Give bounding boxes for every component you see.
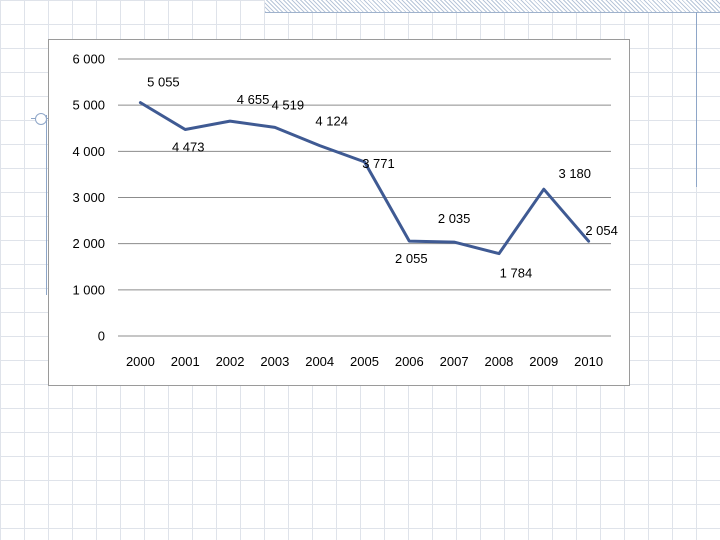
data-label: 4 519 xyxy=(272,97,305,112)
data-label: 4 473 xyxy=(172,139,205,154)
y-tick-label: 5 000 xyxy=(72,98,105,113)
data-label: 1 784 xyxy=(500,266,533,281)
x-tick-label: 2005 xyxy=(350,354,379,369)
x-tick-label: 2006 xyxy=(395,354,424,369)
chart-canvas: 0 1 000 2 000 3 000 4 000 5 000 6 000 2000 2001… xyxy=(72,52,618,370)
x-tick-label: 2001 xyxy=(171,354,200,369)
data-label: 3 180 xyxy=(558,166,591,181)
data-label: 2 054 xyxy=(585,223,618,238)
data-label: 4 655 xyxy=(237,92,270,107)
y-tick-label: 4 000 xyxy=(72,144,105,159)
y-axis-tick-labels: 0 1 000 2 000 3 000 4 000 5 000 6 000 xyxy=(72,52,105,344)
data-label: 2 035 xyxy=(438,211,471,226)
data-label: 5 055 xyxy=(147,75,180,90)
data-labels: 5 055 4 473 4 655 4 519 4 124 3 771 2 055 2 035… xyxy=(147,75,618,281)
x-tick-label: 2000 xyxy=(126,354,155,369)
slide-guide-line-left xyxy=(46,115,47,295)
x-tick-label: 2002 xyxy=(216,354,245,369)
y-tick-label: 0 xyxy=(98,329,105,344)
series-line xyxy=(138,101,591,256)
gridlines xyxy=(118,58,611,337)
series-line-group xyxy=(138,101,591,256)
y-tick-label: 3 000 xyxy=(72,190,105,205)
slide-bullet-icon xyxy=(35,113,47,125)
slide-guide-line-right xyxy=(696,12,697,187)
top-hatch-bar xyxy=(265,0,720,13)
data-label: 4 124 xyxy=(315,114,348,129)
x-tick-label: 2009 xyxy=(529,354,558,369)
y-tick-label: 6 000 xyxy=(72,52,105,67)
x-tick-label: 2007 xyxy=(440,354,469,369)
y-tick-label: 1 000 xyxy=(72,282,105,297)
x-axis-tick-labels: 2000 2001 2002 2003 2004 2005 2006 2007 2008 2009… xyxy=(126,354,603,369)
x-tick-label: 2004 xyxy=(305,354,334,369)
data-label: 2 055 xyxy=(395,251,428,266)
data-label: 3 771 xyxy=(362,156,395,171)
line-chart: 0 1 000 2 000 3 000 4 000 5 000 6 000 2000 2001… xyxy=(48,39,630,386)
y-tick-label: 2 000 xyxy=(72,236,105,251)
x-tick-label: 2003 xyxy=(260,354,289,369)
x-tick-label: 2010 xyxy=(574,354,603,369)
x-tick-label: 2008 xyxy=(484,354,513,369)
